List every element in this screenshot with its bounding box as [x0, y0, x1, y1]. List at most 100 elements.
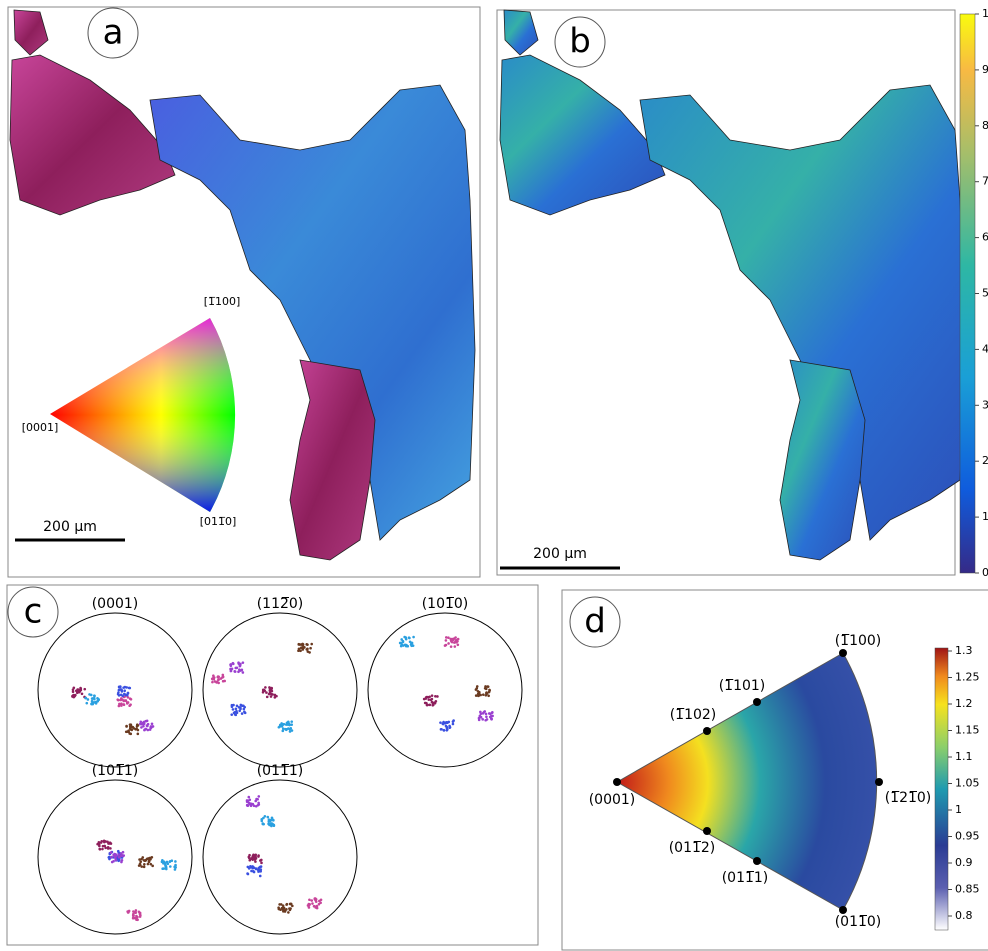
pole-point: [265, 695, 269, 699]
pole-point: [247, 856, 251, 860]
pole-point: [289, 907, 292, 910]
pole-point: [248, 858, 252, 862]
pole-marker: [753, 698, 761, 706]
pole-point: [246, 804, 249, 807]
pole-point: [150, 722, 154, 726]
pole-point: [439, 721, 442, 724]
pole-point: [255, 797, 258, 801]
pole-point: [136, 732, 140, 736]
pole-point: [271, 693, 274, 696]
pole-point: [434, 695, 437, 698]
pole-point: [174, 860, 177, 863]
pole-point: [403, 635, 406, 639]
pole-point: [116, 849, 120, 853]
pole-point: [233, 710, 237, 714]
pole-point: [117, 853, 120, 856]
pole-point: [479, 715, 483, 719]
pole-point: [110, 860, 114, 864]
pole-point: [402, 644, 405, 647]
pole-point: [489, 717, 493, 720]
pole-point: [120, 702, 123, 706]
pole-point: [475, 685, 479, 688]
pole-point: [272, 824, 276, 828]
colorbar-label: 1: [955, 803, 962, 816]
pole-point: [253, 855, 256, 858]
pole-point: [310, 642, 314, 646]
pole-point: [427, 698, 431, 701]
colorbar-label: 1: [982, 510, 988, 523]
pole-point: [481, 693, 485, 696]
pole-point: [170, 859, 174, 863]
pole-point: [487, 694, 490, 698]
pole-point: [120, 860, 123, 864]
pole-point: [250, 869, 253, 873]
pole-point: [123, 692, 126, 696]
pole-point: [261, 822, 265, 826]
pole-point: [284, 728, 288, 732]
panel-label: d: [584, 602, 606, 642]
pole-point: [243, 710, 246, 714]
pole-point: [127, 729, 130, 732]
pole-point: [146, 722, 150, 726]
pole-marker: [613, 778, 621, 786]
pole-point: [277, 906, 280, 909]
pole-point: [121, 694, 125, 698]
pole-point: [266, 815, 270, 819]
pole-point: [268, 686, 271, 689]
pole-point: [254, 860, 257, 863]
kam-map: [499, 9, 966, 561]
pole-point: [412, 635, 415, 639]
pole-point: [129, 703, 132, 706]
pole-point: [425, 701, 428, 705]
pole-point: [446, 721, 449, 724]
pole-point: [241, 661, 245, 664]
pole-point: [424, 697, 428, 700]
pole-point: [443, 644, 447, 647]
pole-point: [314, 900, 318, 903]
pole-point: [485, 692, 489, 695]
pole-point: [138, 722, 142, 726]
pole-point: [125, 702, 129, 705]
pole-point: [109, 851, 113, 855]
pole-point: [86, 698, 90, 701]
pole-point: [445, 725, 449, 729]
pole-point: [451, 722, 455, 726]
pole-point: [117, 855, 121, 859]
pole-point: [233, 670, 237, 673]
pole-point: [113, 852, 116, 856]
pole-point: [239, 703, 243, 707]
pole-point: [301, 642, 304, 646]
colorbar-label: 1.15: [955, 724, 980, 737]
pole-point: [256, 868, 260, 872]
pole-point: [404, 644, 408, 648]
pole-point: [221, 679, 225, 683]
pole-point: [273, 696, 277, 699]
pole-point: [230, 713, 234, 716]
panel-label: c: [24, 592, 43, 632]
pole-point: [141, 856, 145, 859]
colorbar: [959, 13, 976, 574]
pole-point: [246, 872, 250, 876]
pole-point: [126, 696, 130, 699]
pole-point: [146, 862, 150, 866]
pole-point: [299, 649, 302, 653]
panel-badge: [554, 16, 606, 68]
pole-point: [291, 904, 294, 908]
pole-point: [247, 795, 251, 799]
pole-point: [130, 728, 134, 732]
orientation-map: [9, 9, 476, 561]
pole-point: [252, 870, 256, 874]
pole-point: [240, 712, 244, 715]
ipf-key: [50, 318, 236, 512]
pole-point: [103, 844, 107, 848]
pole-point: [431, 703, 435, 707]
pole-point: [448, 726, 451, 730]
pole-point: [239, 707, 242, 711]
pole-point: [78, 689, 82, 693]
pole-point: [110, 855, 113, 859]
pole-point: [80, 692, 84, 696]
pole-point: [213, 680, 217, 683]
pole-point: [121, 850, 125, 854]
pole-point: [288, 730, 292, 733]
